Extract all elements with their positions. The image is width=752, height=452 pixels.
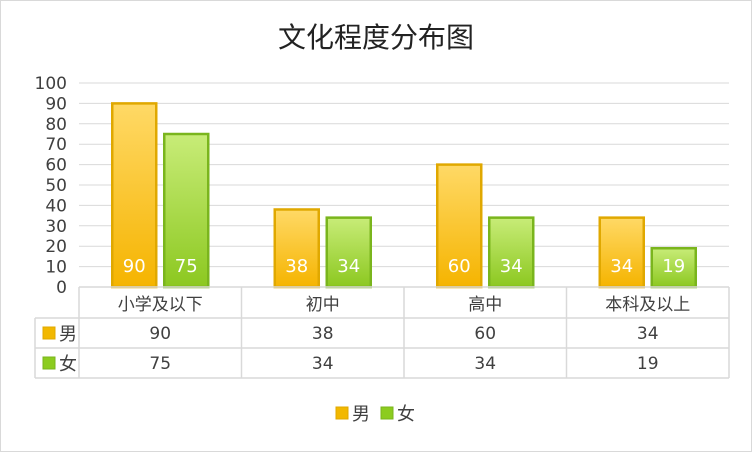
bar-data-label: 60 — [448, 256, 471, 277]
category-label: 小学及以下 — [118, 295, 203, 315]
bar-data-label: 34 — [337, 256, 360, 277]
bars: 90 75 38 34 60 34 34 19 — [111, 102, 697, 289]
bar-female — [163, 132, 210, 289]
table-cell-value: 19 — [637, 354, 659, 374]
table-series-name: 男 — [59, 324, 77, 345]
table-legend-key — [42, 356, 56, 370]
bar-data-label: 34 — [500, 256, 523, 277]
chart-title: 文化程度分布图 — [278, 21, 474, 54]
legend: 男女 — [335, 404, 415, 425]
bar-data-label: 75 — [175, 256, 198, 277]
table-series-name: 女 — [59, 354, 77, 375]
y-tick-label: 90 — [45, 94, 67, 114]
bar-female — [650, 246, 697, 289]
y-tick-label: 50 — [45, 176, 67, 196]
legend-key — [380, 406, 394, 420]
bar-data-label: 38 — [285, 256, 308, 277]
table-cell-value: 34 — [637, 324, 659, 344]
category-label: 高中 — [468, 295, 502, 315]
table-cell-value: 34 — [312, 354, 334, 374]
legend-label: 女 — [397, 404, 415, 425]
bar-male — [273, 208, 320, 289]
category-label: 本科及以上 — [605, 295, 690, 315]
bar-female — [325, 216, 372, 289]
bar-data-label: 19 — [662, 256, 685, 277]
bar-male — [598, 216, 645, 289]
y-tick-label: 100 — [35, 74, 67, 94]
y-tick-label: 70 — [45, 135, 67, 155]
bar-female — [488, 216, 535, 289]
y-tick-label: 60 — [45, 156, 67, 176]
y-tick-label: 20 — [45, 237, 67, 257]
table-cell-value: 90 — [149, 324, 171, 344]
y-tick-label: 30 — [45, 217, 67, 237]
y-tick-label: 0 — [56, 278, 67, 298]
table-legend-key — [42, 326, 56, 340]
table-cell-value: 38 — [312, 324, 334, 344]
bar-male — [111, 102, 158, 289]
table-cell-value: 34 — [474, 354, 496, 374]
legend-key — [335, 406, 349, 420]
y-tick-label: 10 — [45, 258, 67, 278]
bar-male — [436, 163, 483, 289]
y-tick-label: 80 — [45, 115, 67, 135]
category-label: 初中 — [306, 295, 340, 315]
y-tick-label: 40 — [45, 196, 67, 216]
table-cell-value: 60 — [474, 324, 496, 344]
bar-data-label: 34 — [610, 256, 633, 277]
bar-data-label: 90 — [123, 256, 146, 277]
legend-label: 男 — [352, 404, 370, 425]
table-cell-value: 75 — [149, 354, 171, 374]
